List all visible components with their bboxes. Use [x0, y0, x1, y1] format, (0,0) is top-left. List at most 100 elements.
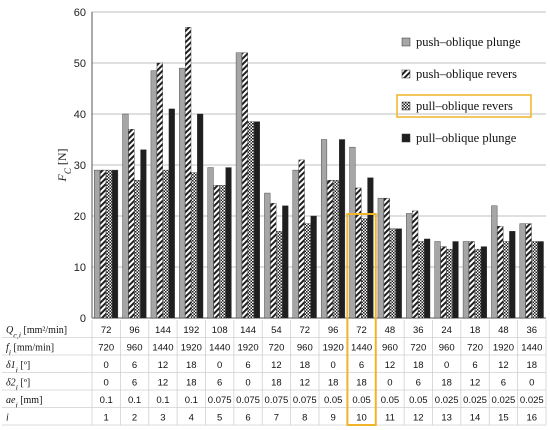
- table-cell: 15: [498, 412, 509, 423]
- table-cell: 0.025: [463, 395, 487, 406]
- table-cell: 0: [217, 360, 222, 371]
- table-cell: 12: [300, 377, 311, 388]
- table-cell: 96: [129, 325, 140, 336]
- bar-checker: [219, 185, 226, 319]
- table-cell: 0.05: [381, 395, 400, 406]
- table-cell: 9: [331, 412, 336, 423]
- table-row-header: i: [6, 412, 9, 423]
- table-cell: 0.05: [352, 395, 371, 406]
- table-cell: 18: [271, 377, 282, 388]
- table-cell: 1440: [351, 342, 372, 353]
- table-cell: 16: [527, 412, 538, 423]
- table-cell: 1440: [209, 342, 230, 353]
- table-cell: 13: [441, 412, 452, 423]
- table-cell: 0.025: [435, 395, 459, 406]
- bar-black: [338, 139, 346, 319]
- legend: push–oblique plunge push–oblique revers pu…: [396, 35, 532, 145]
- bar-black: [253, 121, 260, 319]
- bar-gray: [179, 67, 186, 319]
- table-cell: 12: [158, 377, 169, 388]
- table-cell: 3: [160, 412, 165, 423]
- legend-label: push–oblique revers: [416, 67, 517, 81]
- bar-diagonal: [99, 169, 107, 319]
- table-cell: 18: [527, 360, 538, 371]
- table-cell: 2: [132, 412, 137, 423]
- table-cell: 960: [297, 342, 313, 353]
- table-cell: 1440: [152, 342, 173, 353]
- table-cell: 0.1: [100, 395, 113, 406]
- bar-gray: [292, 169, 299, 319]
- table-cell: 11: [385, 412, 395, 423]
- bar-black: [537, 241, 544, 319]
- bar-checker: [361, 218, 368, 319]
- table-cell: 18: [186, 360, 197, 371]
- table-cell: 6: [245, 412, 250, 423]
- table-cell: 960: [382, 342, 398, 353]
- table-cell: 108: [212, 325, 228, 336]
- table-cell: 1920: [237, 342, 258, 353]
- legend-label: pull–oblique revers: [416, 99, 513, 113]
- table-cell: 18: [470, 325, 481, 336]
- table-cell: 18: [441, 377, 452, 388]
- bar-gray: [434, 241, 441, 319]
- bar-checker: [389, 228, 396, 319]
- table-cell: 18: [413, 360, 424, 371]
- bar-checker: [247, 121, 254, 319]
- bar-black: [509, 231, 516, 319]
- bar-diagonal: [128, 129, 135, 319]
- bar-black: [395, 228, 402, 319]
- table-cell: 0.075: [208, 395, 232, 406]
- legend-swatch: [401, 37, 411, 47]
- bar-diagonal: [213, 185, 220, 319]
- table-cell: 72: [356, 325, 367, 336]
- bar-checker: [418, 241, 425, 319]
- bars: [93, 27, 544, 319]
- table-cell: 12: [158, 360, 169, 371]
- bar-black: [197, 113, 204, 319]
- table-cell: 0.075: [265, 395, 289, 406]
- bar-checker: [105, 169, 113, 319]
- table-cell: 96: [328, 325, 339, 336]
- table-cell: 144: [155, 325, 171, 336]
- table-cell: 0.025: [520, 395, 544, 406]
- table-cell: 0.025: [492, 395, 516, 406]
- bar-checker: [134, 180, 141, 319]
- table-cell: 36: [413, 325, 424, 336]
- table-cell: 0.05: [409, 395, 428, 406]
- legend-label: push–oblique plunge: [416, 35, 521, 49]
- table-cell: 0: [331, 360, 336, 371]
- bar-diagonal: [185, 27, 192, 319]
- table-cell: 12: [470, 377, 481, 388]
- table-cell: 720: [98, 342, 114, 353]
- legend-swatch: [401, 101, 411, 111]
- legend-label: pull–oblique plunge: [416, 131, 517, 145]
- bar-gray: [122, 113, 129, 319]
- bar-black: [225, 167, 232, 319]
- table-cell: 18: [328, 377, 339, 388]
- bar-black: [168, 108, 175, 319]
- table-row-header: fi [mm/min]: [6, 342, 54, 357]
- y-axis-label: FC [N]: [55, 148, 73, 182]
- bar-black: [282, 205, 289, 319]
- table-row-header: Qc,i [mm²/min]: [6, 325, 67, 340]
- table-cell: 1920: [181, 342, 202, 353]
- bar-checker: [304, 223, 311, 319]
- bar-gray: [93, 169, 101, 319]
- table-cell: 0.075: [293, 395, 317, 406]
- table-cell: 720: [269, 342, 285, 353]
- bar-diagonal: [468, 241, 475, 319]
- table-cell: 48: [385, 325, 396, 336]
- bar-gray: [264, 192, 271, 319]
- parameter-table: Qc,i [mm²/min] 72 96 144 192 108 144 54 72 96 72 48…: [2, 320, 547, 426]
- table-cell: 7: [274, 412, 279, 423]
- table-cell: 6: [132, 377, 137, 388]
- legend-swatch: [401, 69, 411, 79]
- bar-gray: [377, 197, 384, 319]
- table-cell: 0: [529, 377, 534, 388]
- table-cell: 6: [217, 377, 222, 388]
- bar-black: [310, 215, 317, 319]
- bar-gray: [207, 167, 214, 319]
- table-cell: 24: [441, 325, 452, 336]
- bar-checker: [503, 241, 510, 319]
- bar-diagonal: [270, 203, 277, 319]
